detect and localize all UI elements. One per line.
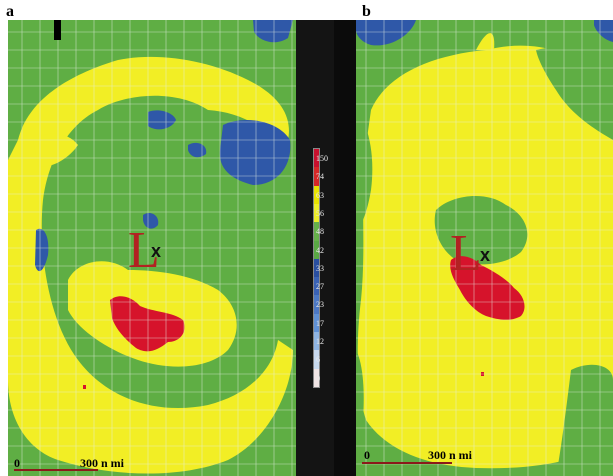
blue-wind-patch-2 bbox=[148, 110, 176, 130]
blue-wind-patch-1 bbox=[219, 120, 291, 185]
scale-label-a: 300 n mi bbox=[80, 456, 125, 470]
wind-field-a bbox=[8, 20, 298, 476]
storm-center-x-a: x bbox=[151, 241, 162, 261]
color-scale-bar bbox=[313, 148, 320, 388]
legend-value-label: 150 bbox=[316, 154, 328, 163]
legend-value-label: 48 bbox=[316, 227, 324, 237]
blue-wind-patch-b-1 bbox=[356, 20, 416, 46]
legend-value-label: 17 bbox=[316, 318, 324, 328]
scale-bar-a bbox=[14, 469, 98, 471]
legend-value-label: 12 bbox=[316, 337, 324, 347]
lat-lon-grid-b bbox=[356, 20, 613, 476]
blue-wind-patch-3 bbox=[253, 20, 293, 43]
lat-lon-grid bbox=[8, 20, 298, 476]
blue-wind-patch-b-2 bbox=[594, 20, 613, 42]
map-panel-a: L x 0 300 n mi bbox=[8, 20, 298, 476]
low-pressure-label-a: L bbox=[128, 222, 160, 279]
scale-bar-b bbox=[362, 462, 452, 464]
legend-color-swatch bbox=[314, 277, 319, 296]
panel-a-label: a bbox=[6, 3, 14, 20]
legend-value-label: 6 bbox=[316, 355, 320, 365]
wind-field-b bbox=[356, 20, 613, 476]
legend-color-swatch bbox=[314, 258, 319, 278]
legend-color-swatch bbox=[314, 240, 319, 259]
low-pressure-label-b: L bbox=[450, 225, 482, 282]
top-marker-icon bbox=[54, 20, 61, 40]
legend-color-swatch bbox=[314, 167, 319, 186]
legend-color-swatch bbox=[314, 295, 319, 314]
legend-value-label: 27 bbox=[316, 282, 324, 292]
legend-color-swatch bbox=[314, 185, 319, 204]
green-patch-b-3 bbox=[556, 364, 613, 476]
panel-b-label: b bbox=[362, 3, 371, 20]
red-wind-speck bbox=[83, 385, 86, 389]
legend-color-swatch bbox=[314, 222, 319, 241]
storm-center-x-b: x bbox=[480, 245, 491, 265]
legend-color-swatch bbox=[314, 149, 319, 168]
yellow-wind-spike-b bbox=[476, 33, 495, 50]
blue-wind-patch-4 bbox=[35, 228, 49, 272]
legend-value-label: 23 bbox=[316, 300, 324, 310]
green-patch-b-2 bbox=[536, 47, 613, 140]
scale-zero-b: 0 bbox=[364, 448, 370, 462]
legend-color-swatch bbox=[314, 332, 319, 351]
legend-color-swatch bbox=[314, 350, 319, 369]
scale-zero-a: 0 bbox=[14, 456, 20, 470]
scale-label-b: 300 n mi bbox=[428, 448, 473, 462]
legend-value-label: 63 bbox=[316, 190, 324, 200]
panel-separator bbox=[334, 20, 356, 476]
legend-color-swatch bbox=[314, 368, 319, 387]
yellow-wind-band bbox=[8, 56, 293, 474]
blue-wind-patch-5 bbox=[143, 213, 159, 229]
map-panel-b: L x 0 300 n mi bbox=[356, 20, 613, 476]
legend-value-label: 74 bbox=[316, 172, 324, 182]
legend-color-swatch bbox=[314, 203, 319, 223]
color-scale-labels: 150 74 63 56 48 42 33 27 23 17 12 6 0 bbox=[316, 148, 346, 386]
legend-color-swatch bbox=[314, 313, 319, 333]
legend-value-label: 33 bbox=[316, 263, 324, 273]
legend-value-label: 0 bbox=[316, 373, 320, 383]
red-wind-core-b bbox=[450, 256, 525, 320]
blue-wind-patch-6 bbox=[188, 142, 207, 158]
legend-value-label: 56 bbox=[316, 208, 324, 218]
legend-value-label: 42 bbox=[316, 245, 324, 255]
